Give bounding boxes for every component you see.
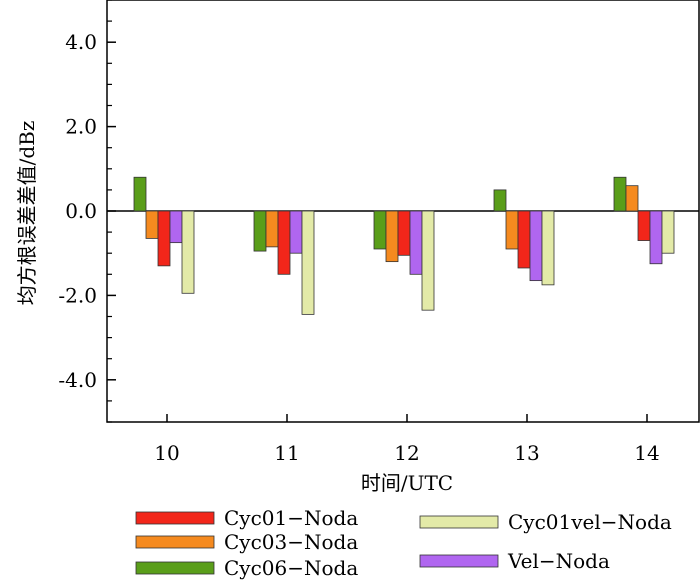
bar [649, 210, 663, 265]
bar [373, 210, 387, 250]
bar [253, 210, 267, 252]
bar [613, 176, 627, 212]
y-tick-label: 0.0 [65, 199, 97, 223]
legend-label: Cyc01vel−Noda [508, 510, 672, 534]
bar [421, 210, 435, 311]
legend-swatch [135, 511, 215, 525]
bar [637, 210, 651, 241]
legend-label: Vel−Noda [507, 549, 610, 573]
bar [289, 210, 303, 254]
bars [133, 176, 675, 315]
bar [517, 210, 531, 269]
bar [409, 210, 423, 275]
x-tick-label: 11 [274, 441, 299, 465]
legend-label: Cyc01−Noda [224, 506, 358, 530]
y-axis-title: 均方根误差差值/dBz [15, 121, 39, 306]
x-tick-label: 14 [634, 441, 659, 465]
bar [493, 189, 507, 212]
x-tick-label: 12 [394, 441, 419, 465]
bar [505, 210, 519, 250]
x-axis: 10 11 12 13 14 [154, 414, 660, 465]
legend-swatch [135, 561, 215, 575]
bar [277, 210, 291, 275]
bar [301, 210, 315, 315]
bar [157, 210, 171, 267]
legend-label: Cyc06−Noda [224, 556, 358, 580]
bar [169, 210, 183, 244]
bar [661, 210, 675, 254]
bar [265, 210, 279, 248]
bar [529, 210, 543, 282]
bar [181, 210, 195, 294]
y-axis: -4.0 -2.0 0.0 2.0 4.0 [58, 0, 116, 423]
y-tick-label: 4.0 [65, 30, 97, 54]
bar [541, 210, 555, 286]
legend-swatch [135, 535, 215, 549]
legend-label: Cyc03−Noda [224, 530, 358, 554]
x-tick-label: 13 [514, 441, 539, 465]
legend-swatch [419, 554, 499, 568]
y-tick-label: 2.0 [65, 115, 97, 139]
y-tick-label: -4.0 [58, 368, 97, 392]
bar [625, 185, 639, 212]
legend-swatch [419, 515, 499, 529]
y-tick-label: -2.0 [58, 283, 97, 307]
x-axis-title: 时间/UTC [361, 471, 453, 495]
x-tick-label: 10 [154, 441, 179, 465]
bar [385, 210, 399, 263]
bar [133, 176, 147, 212]
bar [397, 210, 411, 256]
bar [145, 210, 159, 239]
